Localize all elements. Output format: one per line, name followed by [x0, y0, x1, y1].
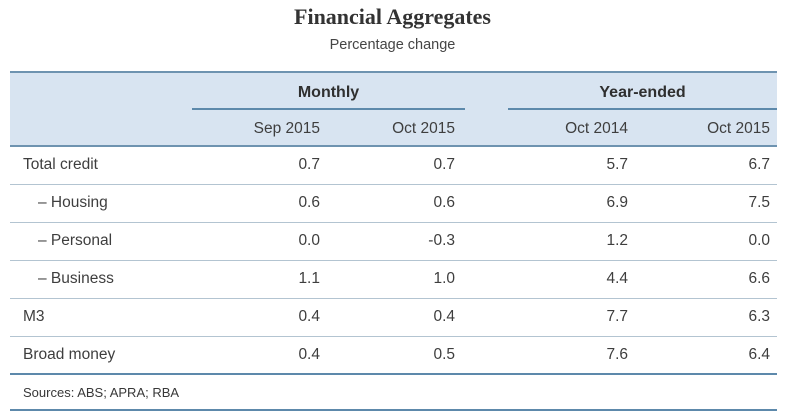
cell-value: 7.6 — [508, 335, 646, 374]
cell-value: 0.7 — [192, 146, 329, 184]
cell-value: 0.6 — [192, 183, 329, 222]
column-group-row: Monthly Year-ended — [10, 71, 778, 110]
column-header-oct-2015-year: Oct 2015 — [645, 109, 778, 147]
column-gap — [465, 297, 509, 336]
cell-value: 6.9 — [508, 183, 646, 222]
cell-value: 0.0 — [192, 221, 329, 260]
financial-aggregates-table: Monthly Year-ended Sep 2015 Oct 2015 Oct… — [10, 71, 778, 411]
column-group-year-ended: Year-ended — [508, 71, 778, 110]
column-header-row: Sep 2015 Oct 2015 Oct 2014 Oct 2015 — [10, 109, 778, 147]
column-gap — [465, 183, 509, 222]
cell-value: 7.7 — [508, 297, 646, 336]
header-gap — [465, 109, 509, 147]
column-header-sep-2015: Sep 2015 — [192, 109, 329, 147]
row-label: – Housing — [10, 183, 192, 222]
column-gap — [465, 259, 509, 298]
table-row: Total credit 0.7 0.7 5.7 6.7 — [10, 146, 778, 184]
row-label: – Personal — [10, 221, 192, 260]
column-header-oct-2014: Oct 2014 — [508, 109, 646, 147]
cell-value: 0.4 — [192, 297, 329, 336]
column-header-oct-2015-monthly: Oct 2015 — [329, 109, 466, 147]
row-label: Total credit — [10, 146, 192, 184]
cell-value: 0.7 — [329, 146, 466, 184]
cell-value: -0.3 — [329, 221, 466, 260]
table-row: – Housing 0.6 0.6 6.9 7.5 — [10, 183, 778, 222]
column-gap — [465, 221, 509, 260]
table-row: Broad money 0.4 0.5 7.6 6.4 — [10, 335, 778, 374]
cell-value: 1.0 — [329, 259, 466, 298]
cell-value: 7.5 — [645, 183, 778, 222]
table-row: – Personal 0.0 -0.3 1.2 0.0 — [10, 221, 778, 260]
cell-value: 0.0 — [645, 221, 778, 260]
sources-row: Sources: ABS; APRA; RBA — [10, 373, 778, 411]
row-label: M3 — [10, 297, 192, 336]
table-row: – Business 1.1 1.0 4.4 6.6 — [10, 259, 778, 298]
cell-value: 1.2 — [508, 221, 646, 260]
cell-value: 0.4 — [329, 297, 466, 336]
column-gap — [465, 335, 509, 374]
header-label-spacer — [10, 109, 192, 147]
cell-value: 6.3 — [645, 297, 778, 336]
group-row-label-spacer — [10, 71, 192, 109]
cell-value: 6.4 — [645, 335, 778, 374]
sources-note: Sources: ABS; APRA; RBA — [10, 373, 778, 411]
cell-value: 0.4 — [192, 335, 329, 374]
table-row: M3 0.4 0.4 7.7 6.3 — [10, 297, 778, 336]
cell-value: 6.7 — [645, 146, 778, 184]
cell-value: 1.1 — [192, 259, 329, 298]
cell-value: 5.7 — [508, 146, 646, 184]
cell-value: 6.6 — [645, 259, 778, 298]
group-gap — [465, 71, 509, 109]
cell-value: 0.5 — [329, 335, 466, 374]
table-subtitle: Percentage change — [329, 37, 456, 53]
column-group-monthly: Monthly — [192, 71, 466, 110]
row-label: Broad money — [10, 335, 192, 374]
row-label: – Business — [10, 259, 192, 298]
column-gap — [465, 146, 509, 184]
cell-value: 4.4 — [508, 259, 646, 298]
cell-value: 0.6 — [329, 183, 466, 222]
table-title: Financial Aggregates — [294, 4, 491, 29]
